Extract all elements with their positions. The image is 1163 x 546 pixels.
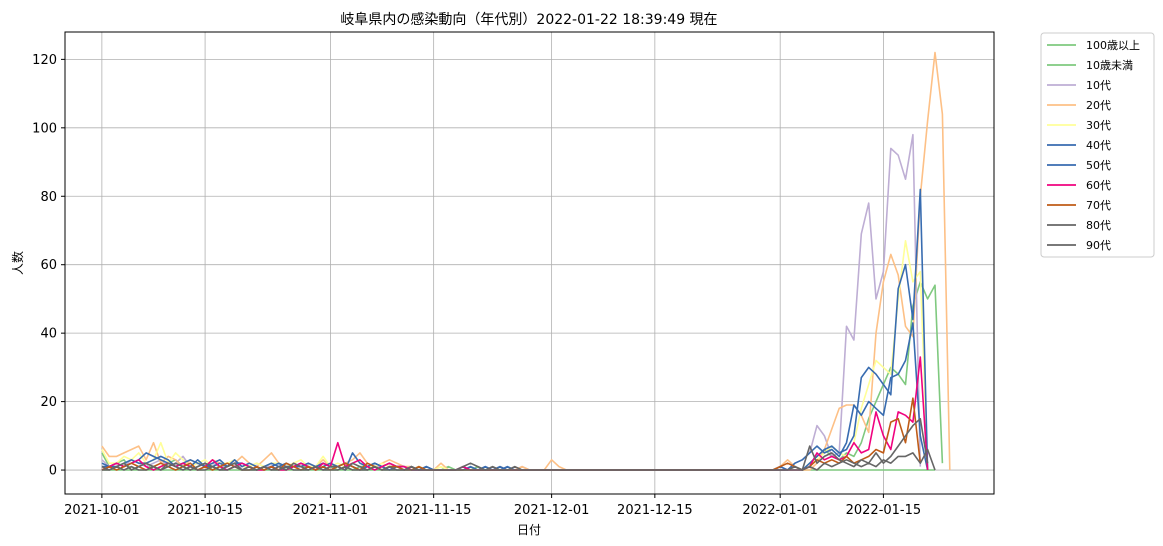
x-tick-label: 2021-11-15 bbox=[396, 503, 472, 518]
series-line bbox=[101, 188, 929, 471]
x-tick-label: 2022-01-01 bbox=[742, 503, 818, 518]
series-lines bbox=[101, 51, 951, 471]
series-line bbox=[101, 417, 929, 471]
chart-title: 岐阜県内の感染動向（年代別）2022-01-22 18:39:49 現在 bbox=[340, 11, 717, 28]
x-tick-label: 2021-12-15 bbox=[617, 503, 693, 518]
legend-label: 10歳未満 bbox=[1086, 59, 1133, 72]
y-tick-label: 20 bbox=[40, 395, 57, 410]
legend-label: 60代 bbox=[1086, 179, 1111, 192]
legend-frame bbox=[1040, 32, 1155, 258]
legend-label: 10代 bbox=[1086, 79, 1111, 92]
series-line bbox=[101, 280, 944, 471]
y-axis-title: 人数 bbox=[10, 251, 25, 275]
x-axis-title: 日付 bbox=[517, 523, 541, 537]
y-axis-ticks: 0 20 40 60 80 100 120 bbox=[32, 53, 65, 479]
legend-label: 90代 bbox=[1086, 239, 1111, 252]
series-line bbox=[101, 51, 951, 471]
legend-label: 40代 bbox=[1086, 139, 1111, 152]
series-line bbox=[101, 322, 929, 471]
y-tick-label: 120 bbox=[32, 53, 57, 68]
grid-lines bbox=[65, 32, 994, 494]
series-line bbox=[101, 240, 929, 471]
y-tick-label: 40 bbox=[40, 327, 57, 342]
y-tick-label: 0 bbox=[49, 464, 57, 479]
legend-label: 50代 bbox=[1086, 159, 1111, 172]
y-tick-label: 60 bbox=[40, 258, 57, 273]
x-axis-ticks: 2021-10-01 2021-10-15 2021-11-01 2021-11-15… bbox=[64, 494, 921, 518]
x-tick-label: 2021-12-01 bbox=[514, 503, 590, 518]
legend-label: 20代 bbox=[1086, 99, 1111, 112]
series-line bbox=[101, 397, 922, 471]
y-tick-label: 100 bbox=[32, 121, 57, 136]
legend-label: 30代 bbox=[1086, 119, 1111, 132]
x-tick-label: 2021-11-01 bbox=[293, 503, 369, 518]
legend-label: 70代 bbox=[1086, 199, 1111, 212]
legend-label: 100歳以上 bbox=[1086, 39, 1140, 52]
plot-area-frame bbox=[64, 31, 995, 495]
legend-label: 80代 bbox=[1086, 219, 1111, 232]
x-tick-label: 2022-01-15 bbox=[846, 503, 922, 518]
x-tick-label: 2021-10-15 bbox=[167, 503, 243, 518]
x-tick-label: 2021-10-01 bbox=[64, 503, 140, 518]
series-line bbox=[101, 448, 936, 471]
series-line bbox=[101, 356, 929, 471]
series-line bbox=[101, 133, 922, 471]
legend: 100歳以上 10歳未満 10代 20代 30代 40代 50代 60代 70代 80代 90代 bbox=[1040, 32, 1155, 258]
y-tick-label: 80 bbox=[40, 190, 57, 205]
